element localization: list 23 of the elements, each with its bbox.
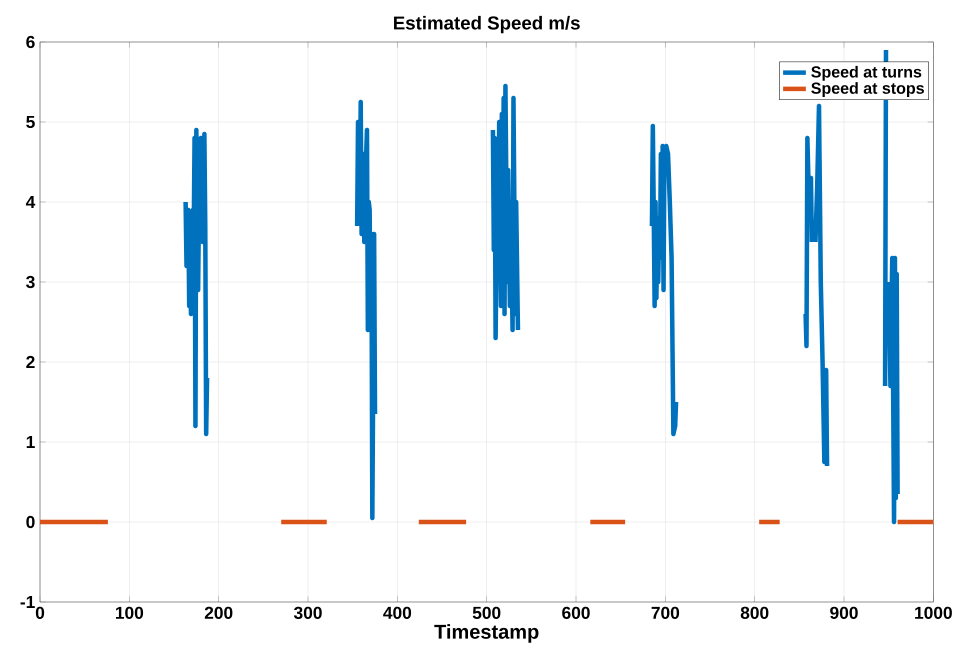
- x-tick-label: 500: [472, 606, 500, 619]
- legend-label: Speed at turns: [811, 66, 922, 81]
- x-tick-label: 300: [294, 606, 322, 619]
- y-tick-label: 2: [26, 356, 35, 368]
- x-axis-title: Timestamp: [434, 624, 538, 643]
- x-tick-label: 400: [383, 606, 412, 619]
- y-tick-label: -1: [20, 596, 35, 608]
- y-tick-label: 5: [26, 116, 35, 128]
- y-tick-label: 6: [26, 36, 35, 48]
- y-tick-label: 4: [26, 196, 36, 208]
- y-tick-label: 0: [26, 516, 35, 528]
- x-tick-label: 900: [830, 606, 858, 619]
- x-tick-label: 700: [652, 606, 680, 619]
- legend-label: Speed at stops: [811, 82, 924, 98]
- x-tick-label: 1000: [915, 606, 952, 619]
- x-tick-label: 100: [116, 606, 144, 619]
- x-tick-label: 0: [36, 606, 44, 619]
- y-tick-label: 1: [26, 436, 35, 448]
- x-tick-label: 200: [204, 606, 232, 619]
- x-tick-label: 600: [562, 606, 590, 619]
- y-tick-label: 3: [26, 276, 35, 288]
- x-tick-label: 800: [740, 606, 768, 619]
- chart-title: Estimated Speed m/s: [394, 16, 580, 34]
